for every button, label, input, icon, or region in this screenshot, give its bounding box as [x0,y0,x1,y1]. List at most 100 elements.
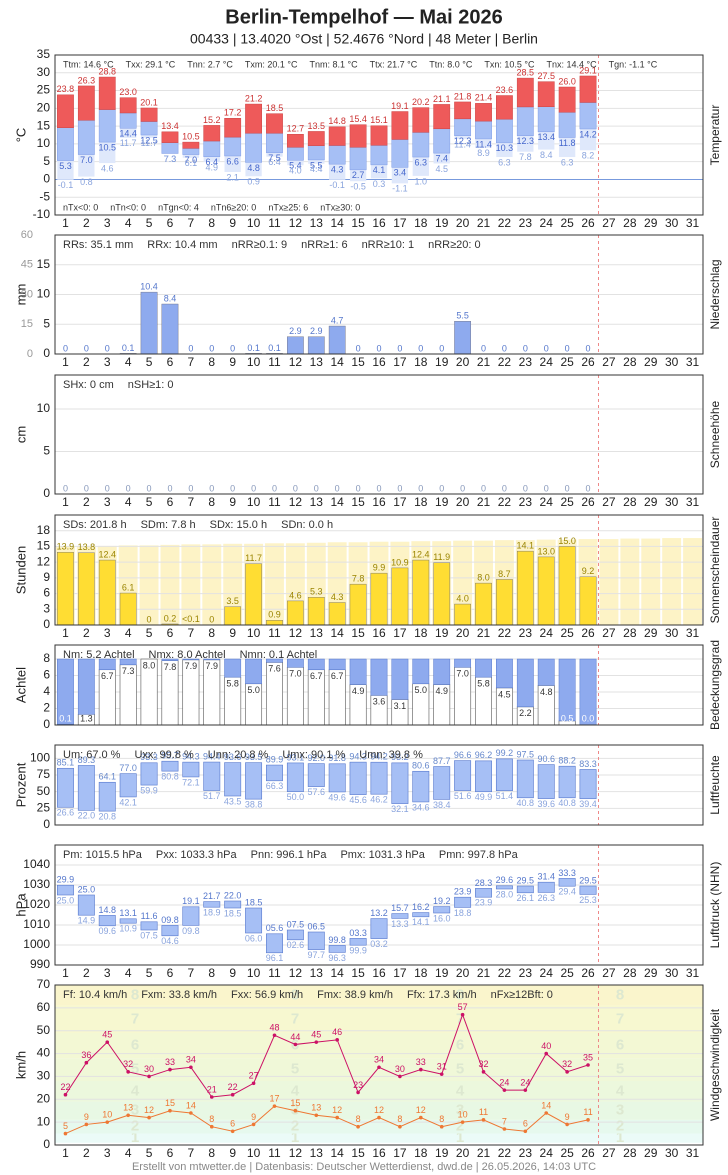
value-label: 9 [84,1112,89,1122]
value-label: 0.1 [59,713,72,723]
value-label: 10.9 [391,557,409,567]
plot-frame [54,514,704,626]
value-label: 18.9 [203,908,221,918]
value-label: 0 [293,483,298,493]
value-label: 94.3 [349,752,367,762]
tmin-bar [516,106,534,136]
value-label: 14 [541,1100,551,1110]
value-label: 11.4 [475,139,492,149]
value-label: 40.8 [558,798,576,808]
value-label: 0 [502,483,507,493]
x-tick-label: 28 [623,355,637,369]
value-label: 11.4 [454,139,471,149]
clear-bar [307,658,325,670]
value-label: 6 [523,1119,528,1129]
value-label: 15.1 [370,115,388,125]
value-label: 0 [439,483,444,493]
value-label: 05.6 [266,923,284,933]
value-label: 03.2 [370,939,388,949]
value-label: 0 [335,483,340,493]
value-label: 19.1 [182,896,200,906]
value-label: 4.5 [498,689,511,699]
value-label: 0.9 [247,177,260,187]
beaufort-label: 7 [616,1010,624,1027]
value-label: 15 [165,1098,175,1108]
value-label: 5.0 [415,685,428,695]
value-label: 3.4 [394,168,407,178]
stat: RRs: 35.1 mm [63,239,133,251]
clear-bar [245,658,262,685]
value-label: 12 [144,1105,154,1115]
y-tick-label: 10 [37,1114,51,1128]
range-bar [286,929,304,941]
range-bar [224,900,242,909]
value-label: 2.2 [519,708,532,718]
bar [496,579,513,626]
point [481,1118,486,1122]
beaufort-label: 1 [131,1129,139,1146]
y-tick-label: 9 [43,570,50,584]
bar [224,606,242,626]
value-label: 31 [437,1062,447,1072]
value-label: 97.5 [517,749,535,759]
stat: nTn<0: 0 [110,202,146,212]
x-tick-label: 11 [268,1146,281,1160]
x-tick-label: 11 [268,966,281,980]
x-tick-label: 7 [188,626,195,640]
value-label: 34 [374,1055,384,1065]
y-tick-label: 35 [37,47,51,61]
value-label: 99.8 [328,935,346,945]
range-bar [516,885,534,894]
tmin-bar [161,142,179,154]
value-label: 9 [565,1112,570,1122]
value-label: 5.3 [59,161,72,171]
y-axis-label: km/h [13,1051,28,1079]
stat: Uxx: 99.8 % [134,749,194,761]
value-label: 0 [105,343,110,353]
x-tick-label: 13 [310,355,324,369]
stat: Nmx: 8.0 Achtel [149,649,226,661]
x-tick-label: 23 [519,626,533,640]
y-tick-label: 4 [43,684,50,698]
range-bar [370,918,388,939]
x-tick-label: 10 [247,495,261,509]
stat: Txn: 10.5 °C [484,59,535,69]
x-tick-label: 13 [310,495,324,509]
value-label: 50.0 [287,792,305,802]
x-tick-label: 31 [686,626,700,640]
side-label: Windgeschwindigkeit [708,1008,722,1121]
value-label: 09.8 [182,926,200,936]
value-label: 11 [583,1107,592,1117]
x-tick-label: 31 [686,216,700,230]
x-tick-label: 30 [665,495,679,509]
stat: nTgn<0: 4 [158,202,199,212]
value-label: 6.7 [310,671,323,681]
value-label: 0 [586,483,591,493]
x-tick-label: 3 [104,355,111,369]
beaufort-band [55,1081,703,1102]
y-tick-label: 20 [37,1091,51,1105]
clear-bar [349,658,367,685]
value-label: 6.4 [268,157,281,167]
stat: Pmn: 997.8 hPa [439,849,519,861]
y-tick-label: 0 [43,1137,50,1151]
value-label: 32 [123,1059,133,1069]
value-label: 0 [209,343,214,353]
ground-min-bar [57,160,74,180]
y-axis-label: hPa [13,893,28,917]
point [398,1124,402,1129]
value-label: 11.7 [245,553,262,563]
beaufort-label: 5 [456,1061,464,1078]
value-label: 0 [147,483,152,493]
value-label: 39.4 [579,799,597,809]
value-label: 0 [544,343,549,353]
value-label: 06.0 [245,933,263,943]
value-label: 5.5 [456,311,469,321]
value-label: 6.6 [226,156,239,166]
value-label: 6.1 [185,158,198,168]
point [439,1072,444,1076]
clear-bar [475,658,492,678]
side-label: Bedeckungsgrad [708,640,722,730]
x-tick-label: 8 [208,495,215,509]
value-label: 4.6 [289,590,302,600]
